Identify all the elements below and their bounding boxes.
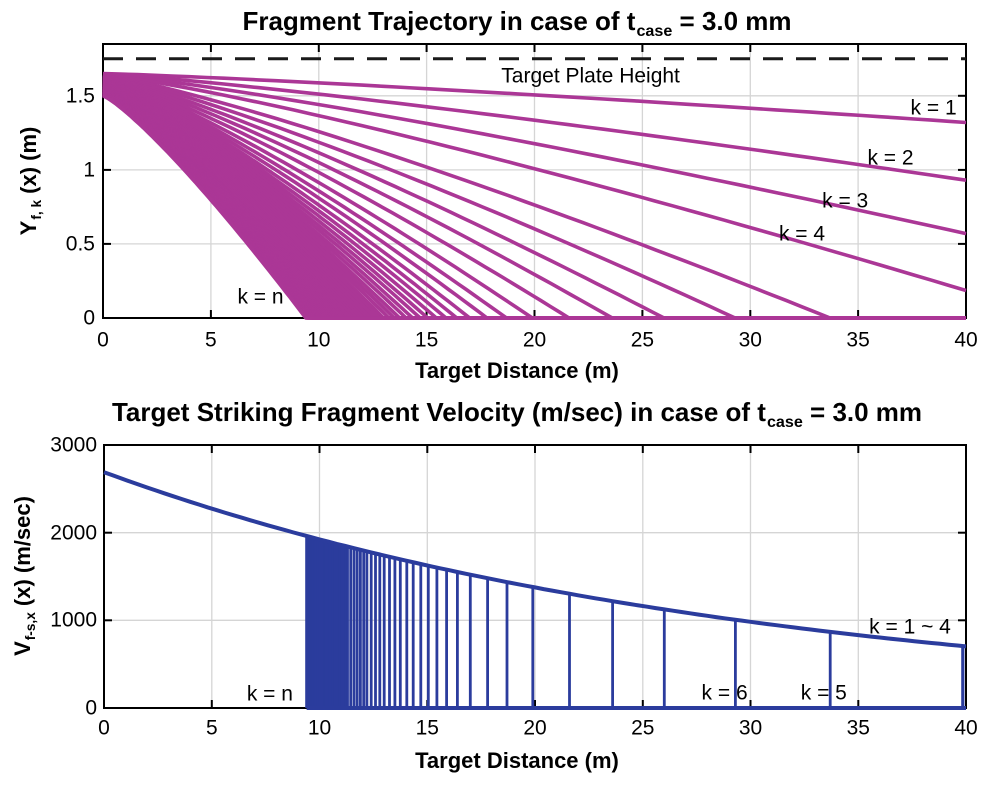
top-x-tick-label-5: 5 [205, 328, 217, 352]
bottom-y-tick-label-1000: 1000 [50, 608, 97, 632]
trajectory-line-k4 [102, 73, 967, 293]
trajectory-line-k6 [102, 73, 966, 320]
bottom-x-tick-label-10: 10 [307, 716, 332, 740]
bottom-yaxis-label: Vf-s,x (x) (m/sec) [10, 496, 38, 656]
bottom-plot-label-k-6: k = 6 [701, 681, 748, 705]
top-plot-label-k-4: k = 4 [778, 222, 826, 246]
bottom-title-pre: Target Striking Fragment Velocity (m/sec… [111, 397, 766, 427]
trajectory-lines-group [102, 71, 967, 320]
bottom-yaxis-pre: V [10, 641, 35, 656]
top-y-tick-label-0: 0 [83, 306, 95, 330]
top-xaxis-label: Target Distance (m) [68, 360, 966, 382]
bottom-x-tick-label-25: 25 [631, 716, 655, 740]
bottom-x-tick-label-30: 30 [738, 716, 763, 740]
top-title-subscript: case [636, 21, 673, 40]
top-plot-label-k-1: k = 1 [910, 96, 957, 120]
bottom-y-tick-label-3000: 3000 [50, 433, 97, 457]
top-title-pre: Fragment Trajectory in case of t [242, 6, 636, 36]
top-x-tick-label-10: 10 [307, 328, 331, 352]
top-x-tick-label-0: 0 [97, 328, 109, 352]
top-yaxis-post: (x) (m) [16, 126, 41, 200]
bottom-yaxis-subscript: f-s,x [22, 612, 38, 641]
trajectory-line-k10 [102, 75, 966, 320]
velocity-lines-group [103, 470, 967, 710]
bottom-plot-label-k-1-4: k = 1 ~ 4 [869, 615, 951, 639]
bottom-y-tick-label-2000: 2000 [50, 521, 97, 545]
trajectory-line-k60 [102, 94, 966, 320]
trajectory-line-k1 [102, 71, 967, 125]
trajectory-line-k2 [102, 72, 967, 182]
bottom-y-tick-label-0: 0 [85, 696, 97, 720]
top-plot-label-target-plate-height: Target Plate Height [501, 64, 680, 88]
trajectory-line-k3 [102, 72, 967, 236]
bottom-x-tick-label-15: 15 [415, 716, 439, 740]
bottom-x-tick-label-35: 35 [846, 716, 870, 740]
top-yaxis-label: Yf, k (x) (m) [16, 126, 44, 236]
top-yaxis-subscript: f, k [28, 199, 44, 220]
bottom-title-subscript: case [766, 412, 803, 431]
trajectory-line-k11 [102, 75, 966, 320]
trajectory-line-k7 [102, 74, 966, 320]
trajectory-line-k5 [102, 73, 966, 320]
top-title-post: = 3.0 mm [672, 6, 792, 36]
top-xaxis-label-text: Target Distance (m) [415, 358, 619, 383]
top-y-tick-label-1.5: 1.5 [65, 84, 95, 108]
top-x-tick-label-35: 35 [846, 328, 870, 352]
top-plot-label-k-n: k = n [237, 285, 284, 308]
top-y-tick-label-1: 1 [83, 158, 95, 182]
top-y-tick-label-0.5: 0.5 [65, 232, 95, 256]
top-x-tick-label-30: 30 [738, 328, 762, 352]
top-chart-title: Fragment Trajectory in case of tcase = 3… [68, 6, 966, 39]
bottom-x-tick-label-5: 5 [205, 716, 218, 740]
bottom-x-tick-label-40: 40 [954, 716, 978, 740]
bottom-x-tick-label-20: 20 [523, 716, 547, 740]
top-x-tick-label-40: 40 [954, 328, 978, 352]
bottom-title-post: = 3.0 mm [802, 397, 923, 427]
top-plot-label-k-3: k = 3 [822, 189, 869, 213]
velocity-envelope-curve [103, 470, 967, 649]
top-x-tick-label-15: 15 [414, 328, 439, 352]
top-x-tick-label-25: 25 [630, 328, 655, 352]
bottom-plot-label-k-n: k = n [246, 682, 293, 706]
top-yaxis-pre: Y [16, 220, 41, 236]
bottom-chart-title: Target Striking Fragment Velocity (m/sec… [68, 397, 966, 430]
bottom-xaxis-label: Target Distance (m) [68, 750, 966, 772]
top-x-tick-label-20: 20 [522, 328, 547, 352]
trajectory-line-k9 [102, 74, 966, 320]
trajectory-line-k8 [102, 74, 966, 320]
bottom-xaxis-label-text: Target Distance (m) [415, 748, 619, 773]
bottom-x-tick-label-0: 0 [98, 716, 110, 740]
bottom-plot-label-k-5: k = 5 [800, 681, 847, 705]
top-plot-label-k-2: k = 2 [867, 146, 914, 170]
bottom-yaxis-post: (x) (m/sec) [10, 496, 35, 613]
